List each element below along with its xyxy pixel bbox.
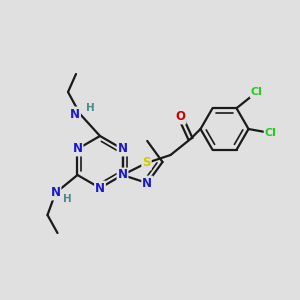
Text: H: H [85,103,94,113]
Text: N: N [73,142,82,155]
Text: N: N [70,107,80,121]
Text: Cl: Cl [265,128,277,138]
Text: N: N [50,187,61,200]
Text: Cl: Cl [250,87,262,97]
Text: N: N [142,176,152,190]
Text: O: O [176,110,185,124]
Text: N: N [118,142,128,155]
Text: S: S [142,157,151,169]
Text: H: H [63,194,72,204]
Text: N: N [118,169,128,182]
Text: N: N [95,182,105,194]
